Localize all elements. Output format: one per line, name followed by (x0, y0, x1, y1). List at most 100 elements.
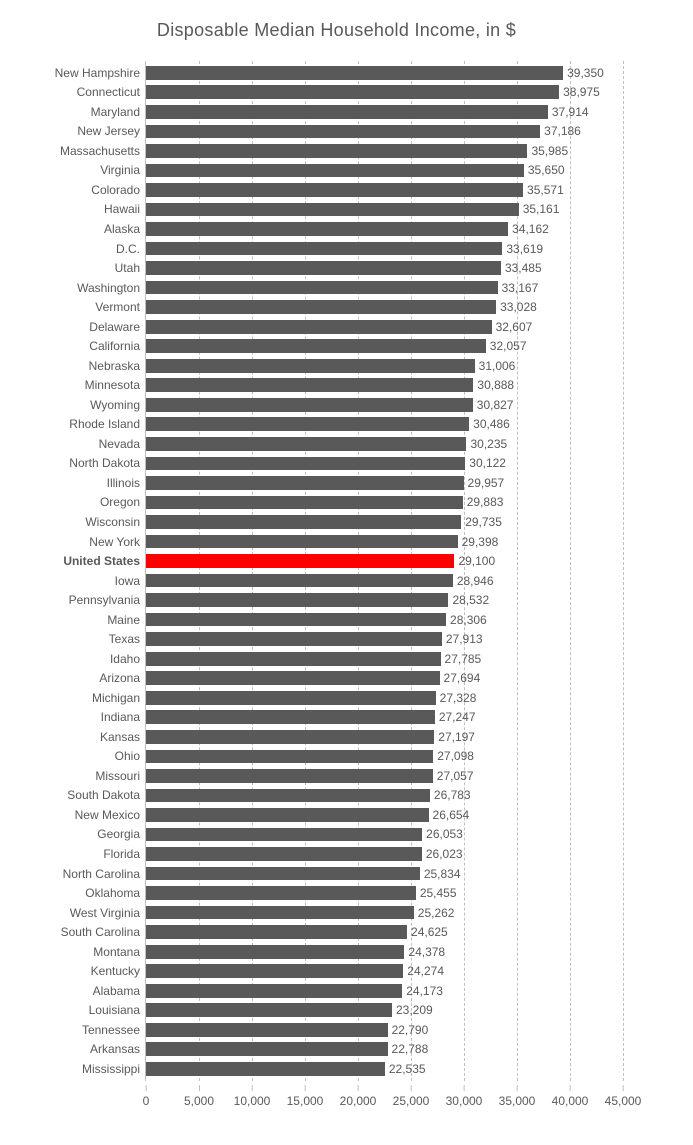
bar: 28,532 (146, 593, 448, 607)
value-label: 34,162 (508, 222, 549, 236)
x-tick-mark (569, 1085, 570, 1091)
bar: 30,122 (146, 457, 465, 471)
bar-row: United States29,100 (146, 551, 623, 571)
category-label: North Dakota (69, 456, 146, 470)
value-label: 33,028 (496, 300, 537, 314)
bar-row: New York29,398 (146, 532, 623, 552)
bar-row: Utah33,485 (146, 258, 623, 278)
category-label: Colorado (91, 183, 146, 197)
x-tick-mark (251, 1085, 252, 1091)
value-label: 27,057 (433, 769, 474, 783)
category-label: Oregon (100, 495, 146, 509)
bar: 27,197 (146, 730, 434, 744)
gridline (623, 61, 624, 1081)
bar-row: North Carolina25,834 (146, 864, 623, 884)
value-label: 30,122 (465, 456, 506, 470)
category-label: Louisiana (89, 1003, 146, 1017)
category-label: Florida (103, 847, 146, 861)
category-label: California (89, 339, 146, 353)
x-tick-label: 10,000 (234, 1094, 271, 1108)
bar: 33,619 (146, 242, 502, 256)
x-tick-label: 25,000 (393, 1094, 430, 1108)
bar: 27,785 (146, 652, 441, 666)
bar-row: Kansas27,197 (146, 727, 623, 747)
value-label: 29,735 (461, 515, 502, 529)
value-label: 32,607 (492, 320, 533, 334)
bar: 24,625 (146, 925, 407, 939)
x-tick-label: 35,000 (499, 1094, 536, 1108)
category-label: Pennsylvania (69, 593, 146, 607)
bar-row: New Jersey37,186 (146, 122, 623, 142)
bar: 29,398 (146, 535, 458, 549)
category-label: D.C. (116, 242, 146, 256)
value-label: 28,306 (446, 613, 487, 627)
bar: 33,485 (146, 261, 501, 275)
x-tick-mark (199, 1085, 200, 1091)
category-label: Vermont (95, 300, 146, 314)
bar-row: Georgia26,053 (146, 825, 623, 845)
category-label: Illinois (107, 476, 146, 490)
bar: 27,057 (146, 769, 433, 783)
bar-row: Maine28,306 (146, 610, 623, 630)
value-label: 27,247 (435, 710, 476, 724)
value-label: 35,571 (523, 183, 564, 197)
plot-area: New Hampshire39,350Connecticut38,975Mary… (145, 61, 623, 1081)
bar-row: Montana24,378 (146, 942, 623, 962)
value-label: 33,485 (501, 261, 542, 275)
bar: 24,173 (146, 984, 402, 998)
category-label: South Carolina (61, 925, 146, 939)
category-label: Idaho (110, 652, 146, 666)
bar-row: Delaware32,607 (146, 317, 623, 337)
bar-row: Arkansas22,788 (146, 1040, 623, 1060)
category-label: New York (89, 535, 146, 549)
value-label: 22,535 (385, 1062, 426, 1076)
bar: 28,306 (146, 613, 446, 627)
x-tick-label: 20,000 (340, 1094, 377, 1108)
category-label: Connecticut (77, 85, 146, 99)
bar-row: California32,057 (146, 336, 623, 356)
x-tick-mark (304, 1085, 305, 1091)
bar: 29,100 (146, 554, 454, 568)
value-label: 31,006 (475, 359, 516, 373)
value-label: 30,827 (473, 398, 514, 412)
category-label: Massachusetts (60, 144, 146, 158)
bar: 26,053 (146, 828, 422, 842)
bars-container: New Hampshire39,350Connecticut38,975Mary… (146, 61, 623, 1081)
value-label: 37,186 (540, 124, 581, 138)
value-label: 23,209 (392, 1003, 433, 1017)
value-label: 27,197 (434, 730, 475, 744)
x-tick-mark (463, 1085, 464, 1091)
bar: 35,161 (146, 203, 519, 217)
bar: 35,985 (146, 144, 527, 158)
category-label: Minnesota (85, 378, 146, 392)
x-tick-label: 30,000 (446, 1094, 483, 1108)
bar: 27,328 (146, 691, 436, 705)
bar-row: Wisconsin29,735 (146, 512, 623, 532)
category-label: Nebraska (89, 359, 146, 373)
bar-row: Louisiana23,209 (146, 1001, 623, 1021)
x-tick-label: 0 (143, 1094, 150, 1108)
bar: 31,006 (146, 359, 475, 373)
category-label: Virginia (100, 163, 146, 177)
value-label: 30,486 (469, 417, 510, 431)
value-label: 27,785 (441, 652, 482, 666)
category-label: Missouri (95, 769, 146, 783)
bar: 38,975 (146, 85, 559, 99)
bar-row: Alaska34,162 (146, 219, 623, 239)
value-label: 27,694 (440, 671, 481, 685)
category-label: Maine (107, 613, 146, 627)
bar-row: Tennessee22,790 (146, 1020, 623, 1040)
bar-row: Arizona27,694 (146, 668, 623, 688)
bar-row: New Hampshire39,350 (146, 63, 623, 83)
category-label: Iowa (115, 574, 146, 588)
x-tick: 15,000 (287, 1085, 324, 1108)
value-label: 39,350 (563, 66, 604, 80)
bar: 37,186 (146, 125, 540, 139)
value-label: 30,888 (473, 378, 514, 392)
bar: 30,888 (146, 378, 473, 392)
bar-row: Texas27,913 (146, 629, 623, 649)
bar-row: South Dakota26,783 (146, 786, 623, 806)
bar: 32,057 (146, 339, 486, 353)
x-tick: 35,000 (499, 1085, 536, 1108)
category-label: Montana (93, 945, 146, 959)
